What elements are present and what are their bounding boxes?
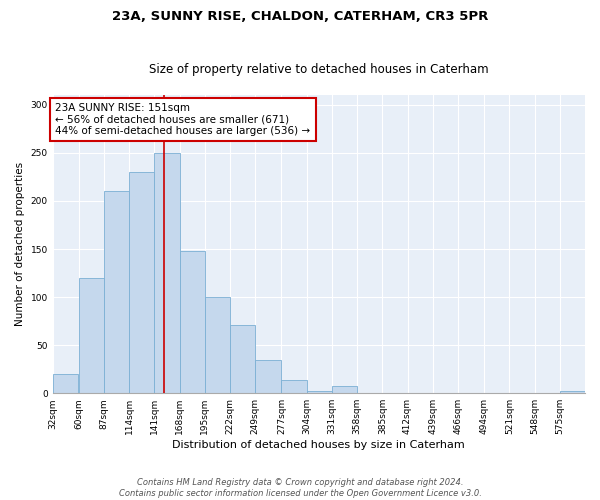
Text: Contains HM Land Registry data © Crown copyright and database right 2024.
Contai: Contains HM Land Registry data © Crown c…	[119, 478, 481, 498]
Bar	[307, 392, 332, 393]
Bar	[281, 380, 307, 393]
Bar	[53, 374, 78, 393]
Bar	[104, 192, 129, 393]
Text: 23A SUNNY RISE: 151sqm
← 56% of detached houses are smaller (671)
44% of semi-de: 23A SUNNY RISE: 151sqm ← 56% of detached…	[55, 103, 311, 136]
Bar	[129, 172, 154, 393]
Text: 23A, SUNNY RISE, CHALDON, CATERHAM, CR3 5PR: 23A, SUNNY RISE, CHALDON, CATERHAM, CR3 …	[112, 10, 488, 23]
Title: Size of property relative to detached houses in Caterham: Size of property relative to detached ho…	[149, 63, 488, 76]
Bar	[79, 278, 104, 393]
Bar	[256, 360, 281, 393]
X-axis label: Distribution of detached houses by size in Caterham: Distribution of detached houses by size …	[172, 440, 465, 450]
Bar	[230, 325, 256, 393]
Bar	[332, 386, 357, 393]
Bar	[154, 153, 179, 393]
Bar	[205, 297, 230, 393]
Bar	[560, 392, 585, 393]
Y-axis label: Number of detached properties: Number of detached properties	[15, 162, 25, 326]
Bar	[179, 251, 205, 393]
